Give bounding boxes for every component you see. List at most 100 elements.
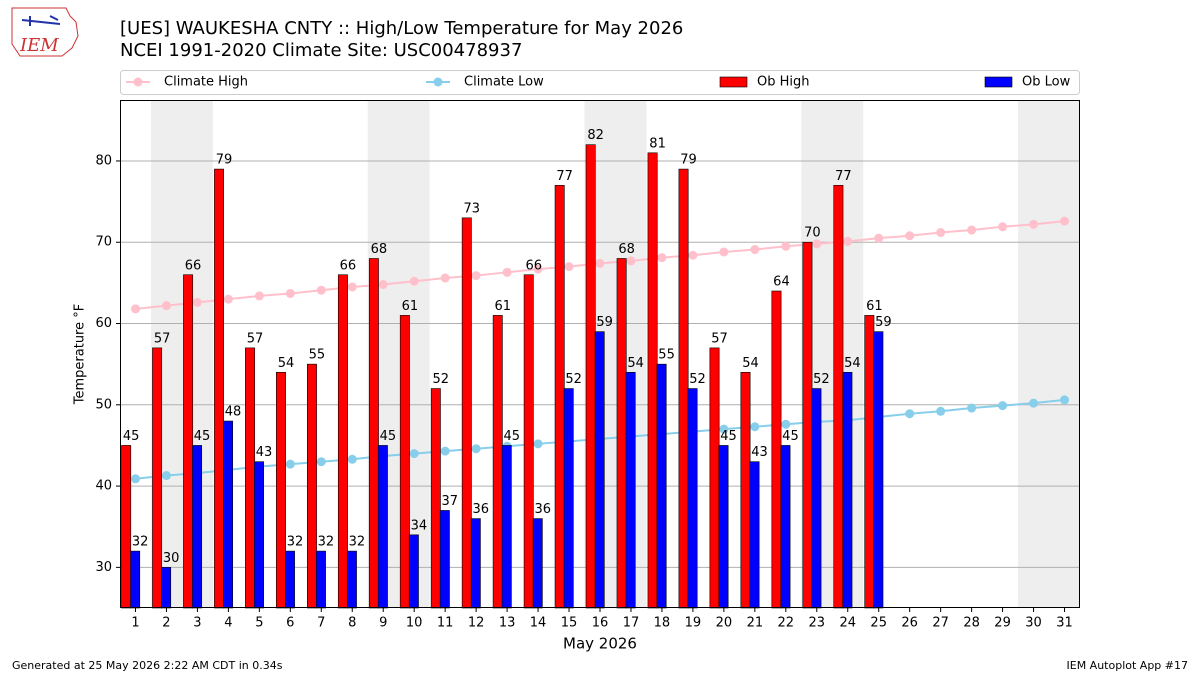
x-tick-label: 10	[406, 616, 423, 631]
point	[564, 262, 574, 272]
bar	[709, 347, 720, 609]
value-label: 43	[256, 445, 273, 460]
x-tick-label: 22	[778, 616, 795, 631]
x-tick-label: 29	[994, 616, 1011, 631]
value-label: 52	[689, 372, 706, 387]
point	[657, 253, 667, 263]
plot-frame	[120, 100, 1080, 608]
point	[161, 301, 171, 311]
logo-text: IEM	[19, 35, 59, 56]
point	[967, 225, 977, 235]
value-label: 59	[596, 315, 613, 330]
value-label: 61	[866, 299, 883, 314]
x-tick-label: 23	[809, 616, 826, 631]
legend-swatch	[719, 76, 748, 88]
bar	[285, 550, 295, 609]
value-label: 66	[525, 258, 542, 273]
y-tick-label: 70	[95, 235, 112, 250]
legend-label: Climate High	[164, 75, 248, 90]
value-label: 54	[278, 356, 295, 371]
bar	[563, 388, 574, 609]
point	[316, 285, 326, 295]
x-tick-label: 24	[839, 616, 856, 631]
value-label: 54	[627, 356, 644, 371]
legend-label: Ob Low	[1022, 75, 1071, 90]
bar	[183, 274, 194, 609]
value-label: 79	[680, 153, 697, 168]
bar	[740, 371, 751, 609]
y-tick-label: 40	[95, 479, 112, 494]
y-axis-label: Temperature °F	[73, 304, 88, 405]
x-tick-label: 11	[437, 616, 454, 631]
point	[254, 291, 264, 301]
x-tick-label: 28	[963, 616, 980, 631]
legend-box	[120, 70, 1080, 95]
legend-marker	[433, 77, 443, 87]
x-tick-label: 30	[1025, 616, 1042, 631]
point	[688, 250, 698, 260]
bar	[121, 445, 132, 609]
x-tick-label: 20	[716, 616, 733, 631]
point	[781, 241, 791, 251]
value-label: 52	[433, 372, 450, 387]
x-tick-label: 3	[193, 616, 201, 631]
bar	[276, 371, 286, 609]
point	[347, 282, 357, 292]
value-label: 81	[649, 136, 666, 151]
point	[1060, 216, 1070, 226]
point	[750, 245, 760, 255]
bar	[718, 445, 729, 609]
point	[502, 267, 512, 277]
value-label: 52	[565, 372, 582, 387]
value-label: 73	[464, 201, 481, 216]
bar	[749, 461, 760, 609]
value-label: 37	[442, 494, 459, 509]
x-tick-label: 25	[870, 616, 887, 631]
x-tick-label: 4	[224, 616, 232, 631]
bar	[430, 388, 441, 609]
bar	[833, 185, 844, 609]
bar	[130, 550, 141, 609]
value-label: 32	[349, 535, 366, 550]
bar	[192, 445, 203, 609]
point	[595, 258, 605, 268]
bar	[214, 168, 224, 609]
point	[998, 222, 1008, 232]
value-label: 52	[813, 372, 830, 387]
x-tick-label: 16	[592, 616, 609, 631]
x-tick-label: 9	[379, 616, 387, 631]
point	[719, 424, 729, 434]
value-label: 45	[123, 429, 140, 444]
footer-left: Generated at 25 May 2026 2:22 AM CDT in …	[12, 659, 283, 672]
point	[285, 288, 295, 298]
value-label: 48	[225, 405, 242, 420]
bar	[811, 388, 822, 609]
bar	[337, 274, 348, 609]
bar	[492, 315, 503, 609]
value-label: 36	[534, 502, 551, 517]
bar	[470, 518, 481, 609]
value-label: 32	[132, 535, 149, 550]
value-label: 30	[163, 551, 180, 566]
point	[936, 227, 946, 237]
point	[533, 264, 543, 274]
value-label: 54	[844, 356, 861, 371]
bar	[461, 217, 472, 609]
legend-marker	[133, 77, 143, 87]
value-label: 68	[618, 242, 635, 257]
value-label: 77	[835, 169, 852, 184]
x-tick-label: 17	[623, 616, 640, 631]
point	[905, 231, 915, 241]
bar	[594, 331, 605, 609]
point	[409, 449, 419, 459]
bar	[864, 315, 875, 609]
value-label: 54	[742, 356, 759, 371]
bar	[315, 550, 326, 609]
legend-swatch	[984, 76, 1013, 88]
footer-right: IEM Autoplot App #17	[1067, 659, 1189, 672]
point	[471, 271, 481, 281]
bar	[616, 258, 627, 609]
point	[471, 444, 481, 454]
bar	[647, 152, 658, 609]
